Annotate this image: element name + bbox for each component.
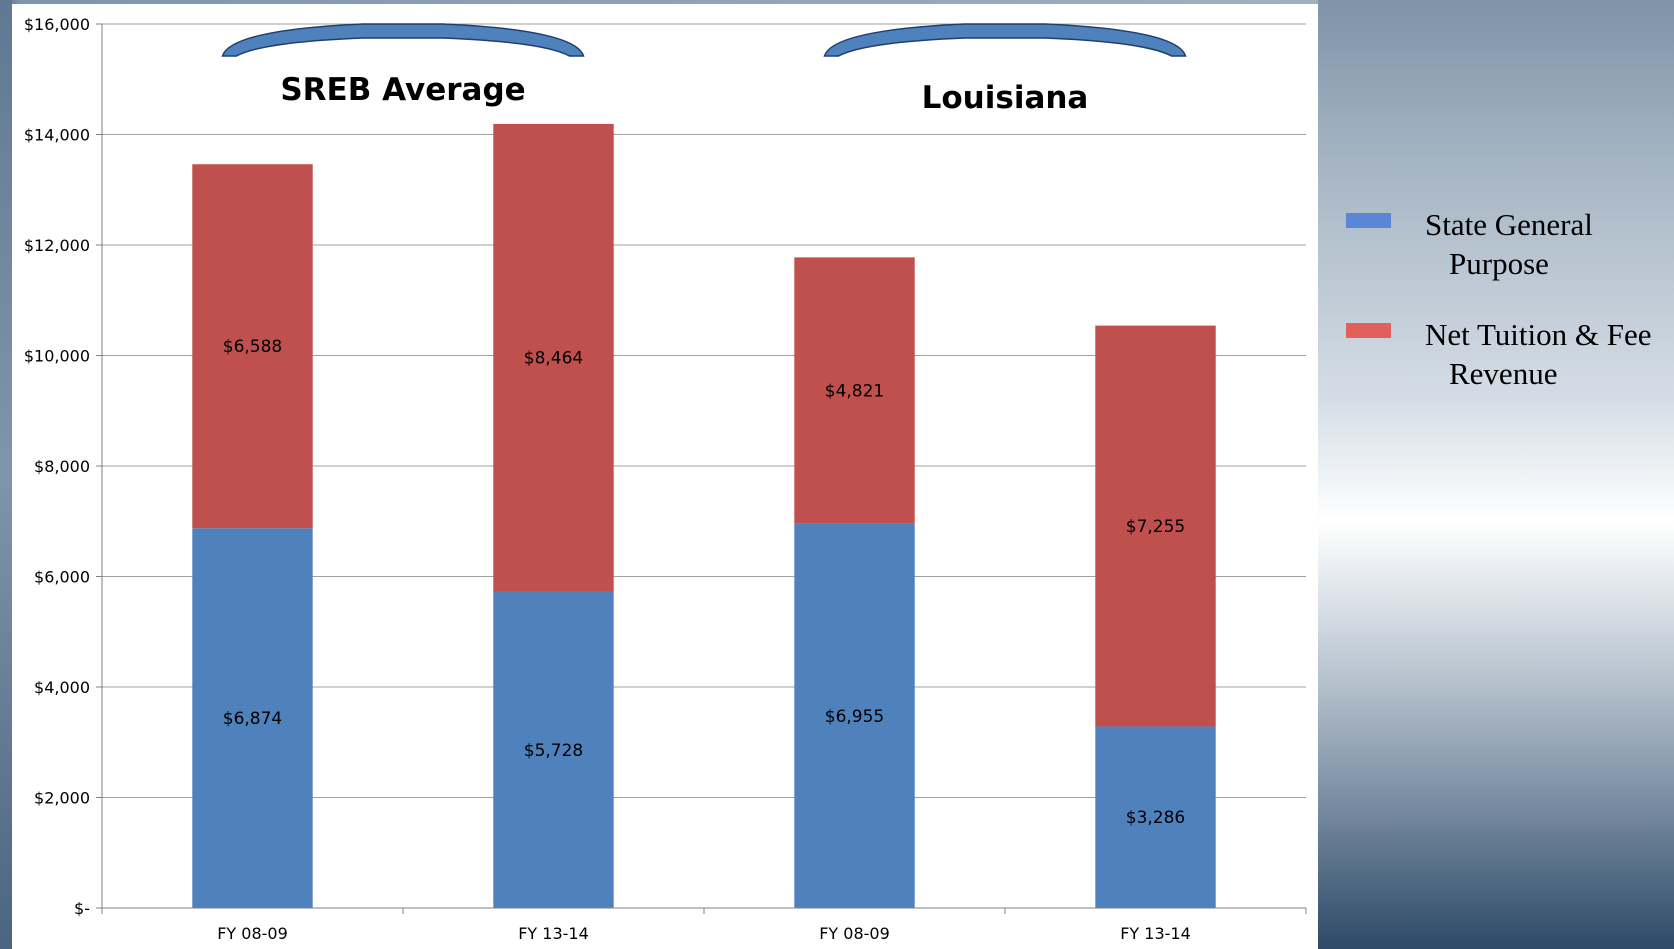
x-tick-label: FY 13-14 [518,924,589,943]
x-tick-label: FY 08-09 [819,924,890,943]
bar-net-tuition-fee-revenue [1095,325,1216,727]
data-label: $7,255 [1126,517,1185,537]
y-tick-label: $14,000 [24,126,90,145]
data-label: $8,464 [524,349,583,369]
y-tick-label: $6,000 [34,568,90,587]
group-brace [221,23,585,57]
data-labels: $6,874 $6,588 $5,728 $8,464 $6,955 $4,821 $3,2… [223,337,1185,828]
bar-state-general-purpose [493,591,614,908]
bar-state-general-purpose [1095,726,1216,908]
legend-item-net-tuition-fee-revenue: Net Tuition & Fee Revenue [1326,315,1666,393]
legend-swatch-net-tuition-fee-revenue [1346,323,1391,338]
y-tick-label: $- [74,899,90,918]
bar-state-general-purpose [794,523,915,908]
chart-panel: $- $2,000 $4,000 $6,000 $8,000 $10,000 $12,000… [12,4,1318,949]
data-label: $5,728 [524,741,583,761]
y-tick-label: $16,000 [24,15,90,34]
y-tick-label: $12,000 [24,236,90,255]
x-tick-label: FY 08-09 [217,924,288,943]
legend: State General Purpose Net Tuition & Fee … [1326,205,1666,425]
data-label: $6,874 [223,709,282,729]
bars [192,123,1216,908]
bar-state-general-purpose [192,528,313,908]
group-labels: SREB Average Louisiana [221,23,1187,116]
background-right-gradient [1318,0,1674,949]
data-label: $4,821 [825,382,884,402]
data-label: $6,955 [825,707,884,727]
background-left-edge [0,0,12,949]
legend-label-net-tuition-fee-revenue: Net Tuition & Fee Revenue [1425,317,1652,391]
bar-net-tuition-fee-revenue [192,164,313,529]
legend-label-state-general-purpose: State General Purpose [1425,207,1593,281]
legend-swatch-state-general-purpose [1346,213,1391,228]
group-label: SREB Average [280,72,525,108]
stacked-bar-chart: $- $2,000 $4,000 $6,000 $8,000 $10,000 $12,000… [24,15,1307,943]
legend-item-state-general-purpose: State General Purpose [1326,205,1666,283]
y-tick-label: $4,000 [34,678,90,697]
y-tick-label: $2,000 [34,789,90,808]
bar-net-tuition-fee-revenue [493,123,614,592]
group-brace [823,23,1187,57]
y-tick-label: $10,000 [24,347,90,366]
bar-net-tuition-fee-revenue [794,257,915,524]
axes: $- $2,000 $4,000 $6,000 $8,000 $10,000 $12,000… [24,15,1307,943]
data-label: $3,286 [1126,808,1185,828]
x-tick-label: FY 13-14 [1120,924,1191,943]
group-label: Louisiana [922,80,1089,116]
data-label: $6,588 [223,337,282,357]
y-tick-label: $8,000 [34,457,90,476]
